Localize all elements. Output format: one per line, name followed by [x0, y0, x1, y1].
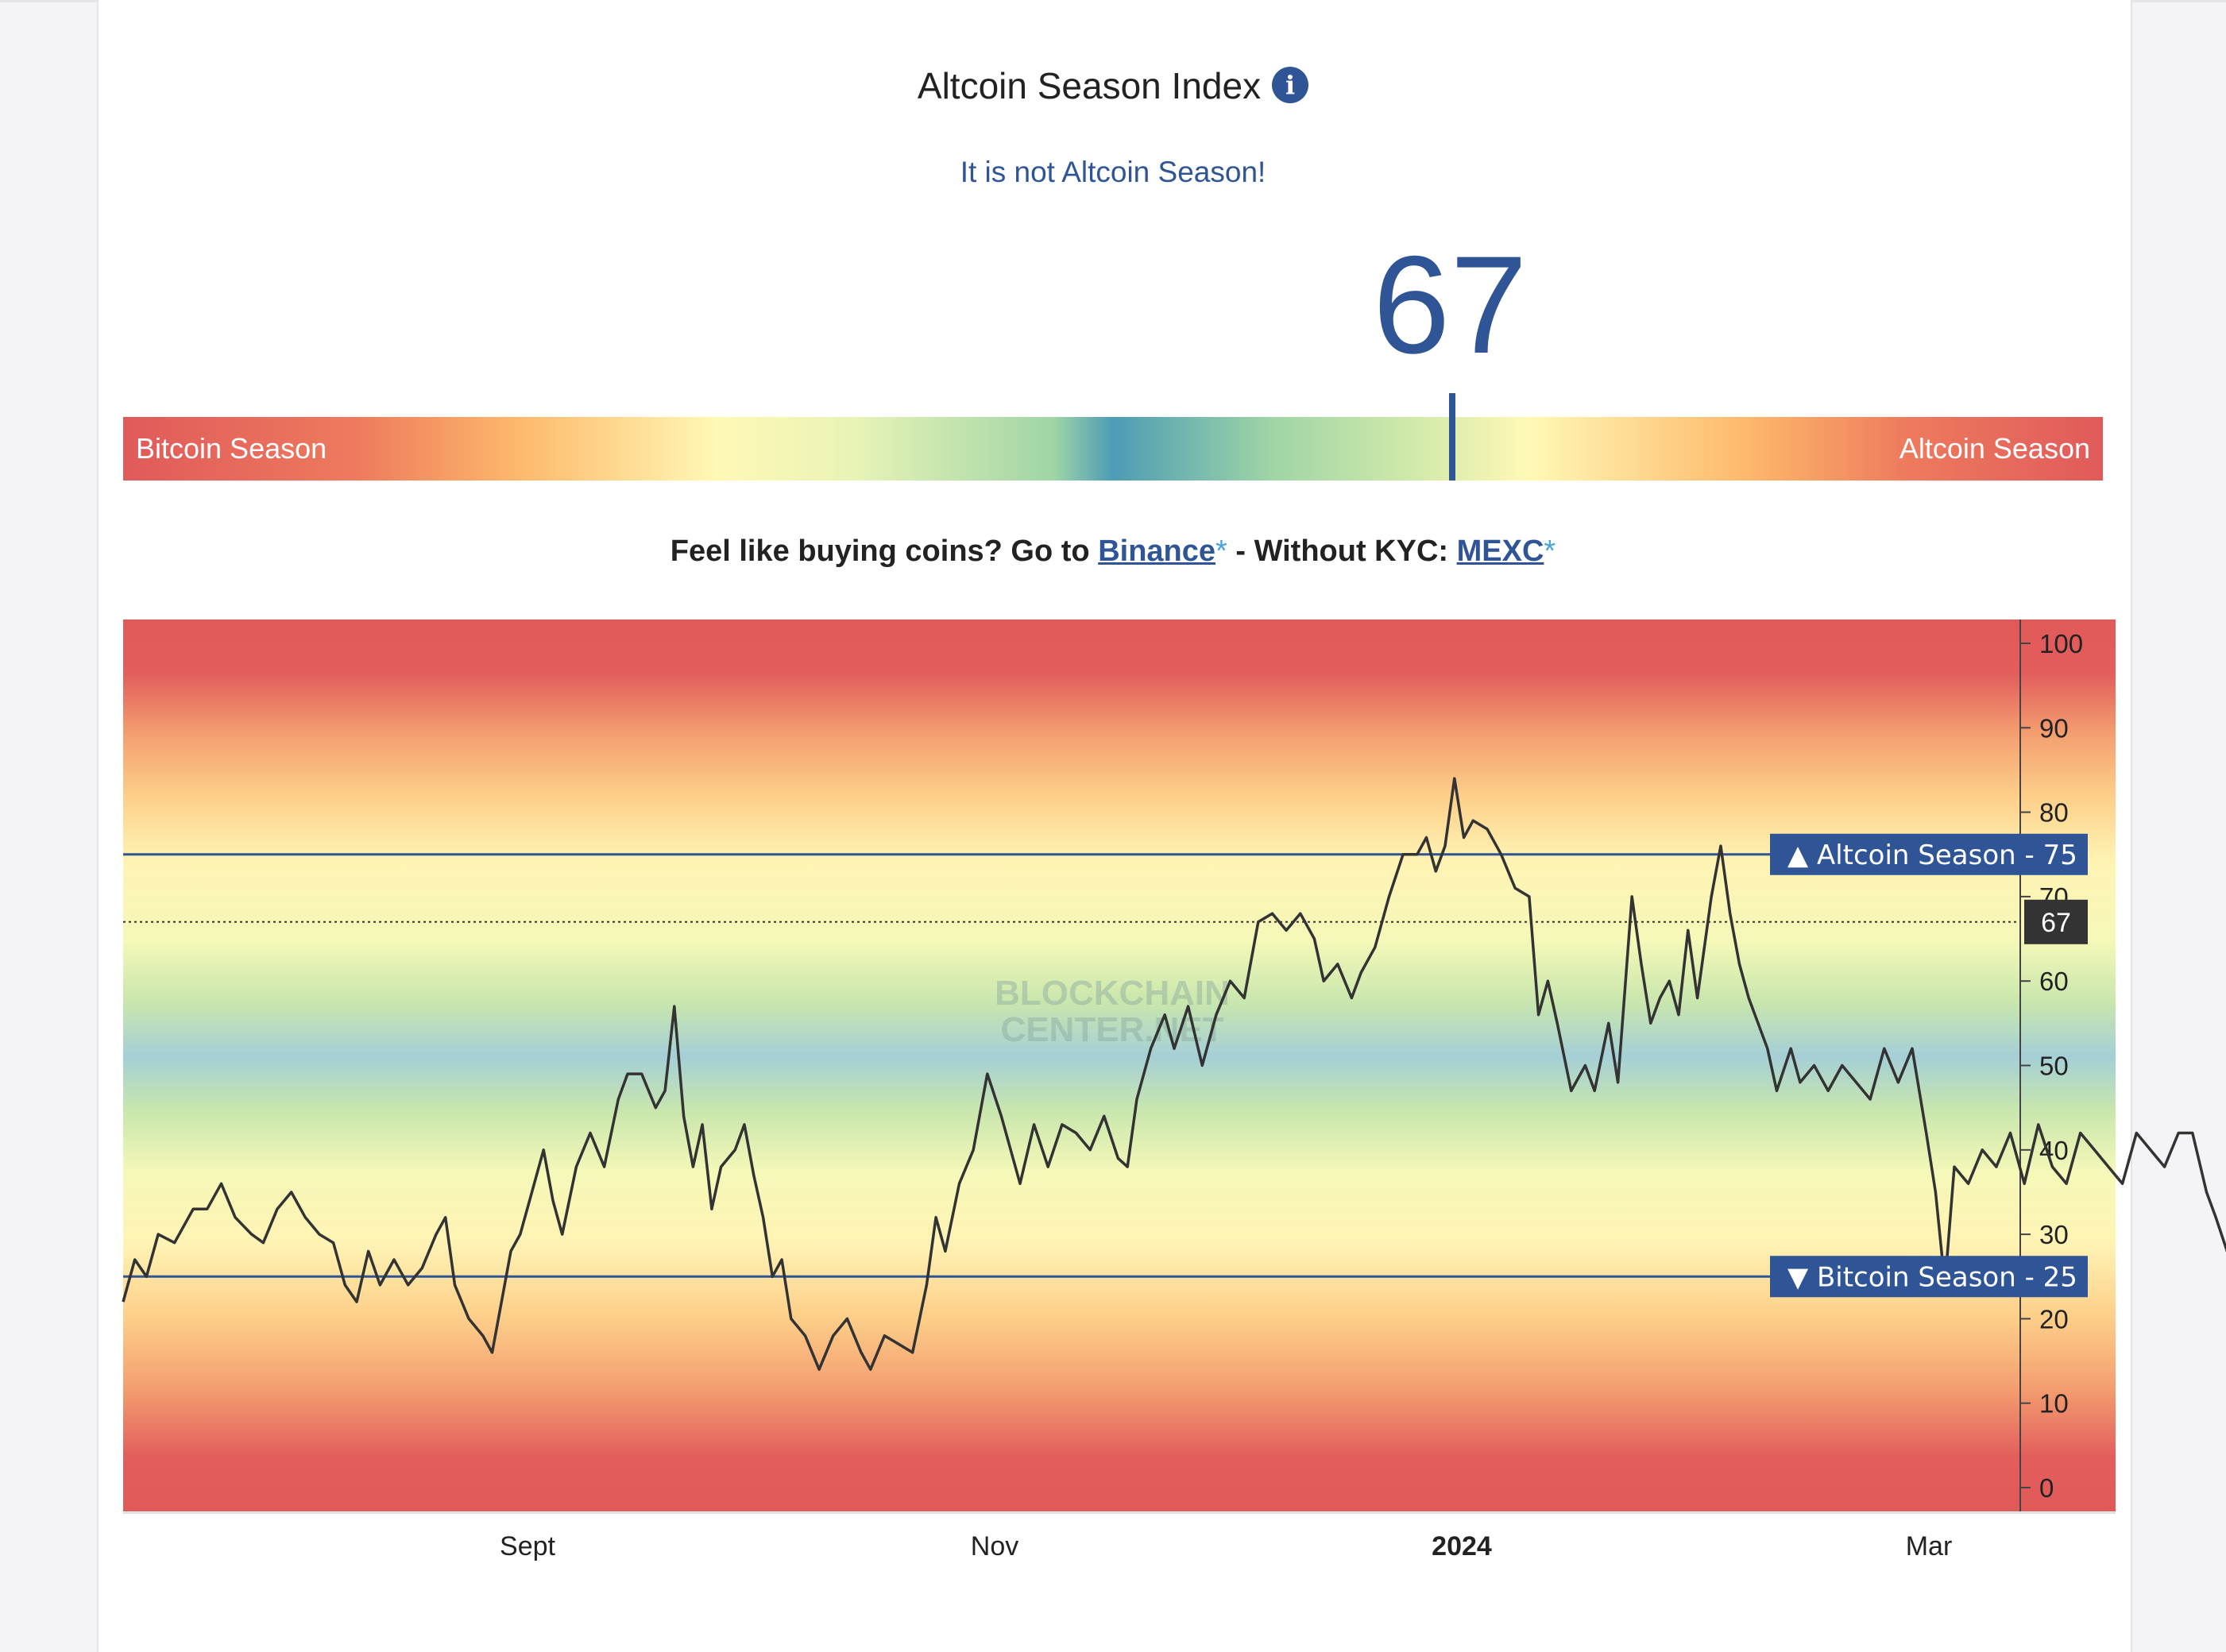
current-value-label: 67: [2041, 908, 2071, 938]
info-icon[interactable]: i: [1272, 67, 1309, 103]
watermark-line: BLOCKCHAIN: [995, 974, 1230, 1013]
season-status: It is not Altcoin Season!: [960, 156, 1266, 188]
reference-label-box: [1770, 1256, 2088, 1298]
index-series-line: [122, 777, 2226, 1371]
reference-label-box: [1770, 833, 2088, 875]
x-tick-label: Sept: [500, 1531, 555, 1561]
promo-middle: - Without KYC:: [1227, 535, 1457, 568]
reference-label: ▲ Altcoin Season - 75: [1787, 840, 2077, 871]
x-tick-label: Nov: [971, 1531, 1018, 1561]
y-tick-label: 10: [2039, 1389, 2069, 1418]
y-tick-label: 80: [2039, 798, 2069, 828]
mexc-star: *: [1544, 535, 1556, 568]
binance-link[interactable]: Binance: [1098, 535, 1216, 568]
y-tick-label: 90: [2039, 713, 2069, 743]
y-tick-label: 50: [2039, 1052, 2069, 1081]
binance-star: *: [1215, 535, 1227, 568]
index-value: 67: [1373, 228, 1528, 383]
y-tick-label: 100: [2039, 629, 2083, 658]
current-value-badge: [2024, 899, 2088, 944]
y-tick-label: 30: [2039, 1220, 2069, 1249]
reference-label: ▼ Bitcoin Season - 25: [1787, 1261, 2077, 1293]
x-tick-label: 2024: [1432, 1531, 1492, 1561]
page-title: Altcoin Season Index: [917, 65, 1262, 106]
y-tick-label: 0: [2039, 1473, 2054, 1503]
gauge-label-altcoin: Altcoin Season: [1899, 432, 2090, 465]
y-tick-label: 20: [2039, 1304, 2069, 1334]
promo-prefix: Feel like buying coins? Go to: [670, 535, 1099, 568]
page-title-row: Altcoin Season Index i: [0, 62, 2226, 110]
season-gauge: Bitcoin Season Altcoin Season: [123, 417, 2103, 481]
mexc-link[interactable]: MEXC: [1456, 535, 1544, 568]
promo-text: Feel like buying coins? Go to Binance* -…: [0, 535, 2226, 569]
x-tick-label: Mar: [1906, 1531, 1953, 1561]
chart-background: [123, 620, 2116, 1511]
y-tick-label: 60: [2039, 967, 2069, 996]
gauge-label-bitcoin: Bitcoin Season: [136, 432, 327, 465]
watermark-line: CENTER.NET: [1000, 1010, 1223, 1049]
gauge-marker: [1449, 393, 1455, 481]
